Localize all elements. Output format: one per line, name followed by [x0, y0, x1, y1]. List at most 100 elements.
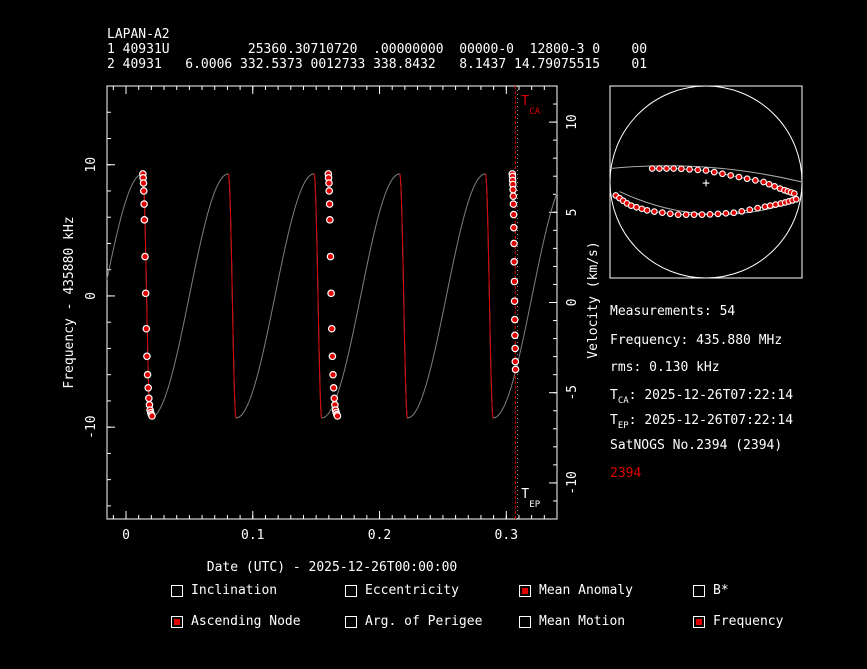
measurement-point [328, 352, 337, 361]
skyplot-point [706, 211, 714, 218]
measurement-point [327, 324, 336, 333]
measurement-point [148, 412, 156, 420]
measurement-point [509, 192, 518, 201]
option-eccentricity[interactable]: Eccentricity [345, 583, 459, 598]
skyplot-point [698, 211, 706, 218]
measurements-count: Measurements: 54 [610, 304, 736, 319]
skyplot-point [738, 207, 746, 215]
checkbox-mean-anomaly[interactable] [519, 584, 531, 597]
tca-sub: CA [617, 396, 629, 406]
checkbox-ascending-node[interactable] [171, 615, 183, 628]
measurement-point [325, 187, 334, 195]
option-inclination[interactable]: Inclination [171, 583, 277, 598]
y2-tick-label: -10 [565, 471, 580, 494]
measurement-point [144, 383, 152, 392]
skyplot-point [765, 180, 773, 188]
measurement-point [325, 200, 334, 208]
skyplot-point [714, 210, 722, 218]
skyplot-point [627, 202, 635, 209]
y2-tick-label: 10 [565, 114, 580, 130]
measurement-point [326, 252, 335, 261]
x-tick-label: 0.1 [241, 528, 264, 543]
skyplot-point [761, 203, 769, 211]
measurement-point [140, 216, 149, 224]
skyplot-point [766, 202, 774, 209]
option-label: B* [713, 583, 729, 598]
checkbox-eccentricity[interactable] [345, 584, 357, 597]
option-label: Ascending Node [191, 614, 301, 629]
option-mean-anomaly[interactable]: Mean Anomaly [519, 583, 633, 598]
tep-value: : 2025-12-26T07:22:14 [628, 413, 794, 428]
measurement-point [143, 352, 151, 361]
measurement-point [510, 239, 518, 248]
measurement-point [143, 370, 152, 379]
checkbox-bstar[interactable] [693, 584, 705, 597]
skyplot-point [648, 165, 656, 172]
skyplot-point [702, 167, 710, 174]
measurement-point [139, 179, 148, 187]
tep-line: TEP: 2025-12-26T07:22:14 [610, 413, 794, 431]
measurement-point [141, 289, 150, 298]
measurement-point [511, 357, 520, 366]
measurement-point [327, 289, 335, 298]
tle-line-1: 1 40931U 25360.30710720 .00000000 00000-… [107, 42, 648, 57]
option-mean-motion[interactable]: Mean Motion [519, 614, 625, 629]
checkbox-frequency[interactable] [693, 615, 705, 628]
option-arg-of-perigee[interactable]: Arg. of Perigee [345, 614, 482, 629]
measurement-point [511, 331, 519, 340]
tca-line: TCA: 2025-12-26T07:22:14 [610, 388, 794, 406]
skyplot-point [771, 183, 778, 190]
skyplot-point [690, 211, 698, 218]
skyplot-point [674, 211, 682, 218]
checkbox-arg-of-perigee[interactable] [345, 615, 357, 628]
measurement-point [509, 185, 517, 194]
skyplot-point [651, 208, 658, 215]
option-label: Frequency [713, 614, 784, 629]
measurement-point [509, 210, 518, 219]
skyplot-point [686, 166, 693, 173]
option-frequency[interactable]: Frequency [693, 614, 783, 629]
skyplot-point [670, 165, 677, 172]
y2-tick-label: -5 [565, 385, 580, 401]
skyplot-point [746, 206, 754, 214]
model-curve [106, 173, 558, 419]
option-label: Inclination [191, 583, 278, 598]
y2-axis-label: Velocity (km/s) [586, 241, 601, 358]
measurement-point [330, 394, 339, 403]
measurement-point [325, 179, 333, 187]
measurement-point [511, 344, 519, 353]
skyplot-point [682, 211, 690, 218]
skyplot-orbit-arc [609, 165, 803, 183]
skyplot-point [752, 177, 759, 184]
skyplot-point [792, 195, 800, 203]
checkbox-inclination[interactable] [171, 584, 183, 597]
measurement-point [145, 394, 153, 403]
option-bstar[interactable]: B* [693, 583, 729, 598]
fit-curve-segment [227, 173, 237, 419]
skyplot-point [666, 210, 674, 218]
tep-label-sub: EP [529, 500, 540, 510]
measurement-point [510, 258, 518, 266]
checkbox-mean-motion[interactable] [519, 615, 531, 628]
fit-curve-segment [313, 173, 323, 419]
x-tick-label: 0 [122, 528, 130, 543]
y2-tick-label: 0 [565, 299, 580, 307]
skyplot-point [663, 165, 670, 172]
y-tick-label: 0 [84, 292, 99, 300]
fit-curve-segment [485, 173, 494, 419]
x-tick-label: 0.2 [368, 528, 391, 543]
skyplot-point [710, 168, 718, 176]
y2-tick-label: 5 [565, 208, 580, 216]
measurement-point [329, 370, 337, 379]
skyplot-point [727, 172, 735, 179]
option-label: Mean Anomaly [539, 583, 633, 598]
x-axis-label: Date (UTC) - 2025-12-26T00:00:00 [207, 560, 457, 575]
tca-value: : 2025-12-26T07:22:14 [628, 388, 794, 403]
skyplot-point [735, 173, 743, 181]
skyplot-point [730, 209, 738, 217]
measurement-point [509, 223, 518, 232]
fit-curve-segment [399, 173, 408, 419]
skyplot-zenith-marker: + [702, 176, 710, 191]
skyplot-point [719, 170, 726, 178]
option-ascending-node[interactable]: Ascending Node [171, 614, 301, 629]
